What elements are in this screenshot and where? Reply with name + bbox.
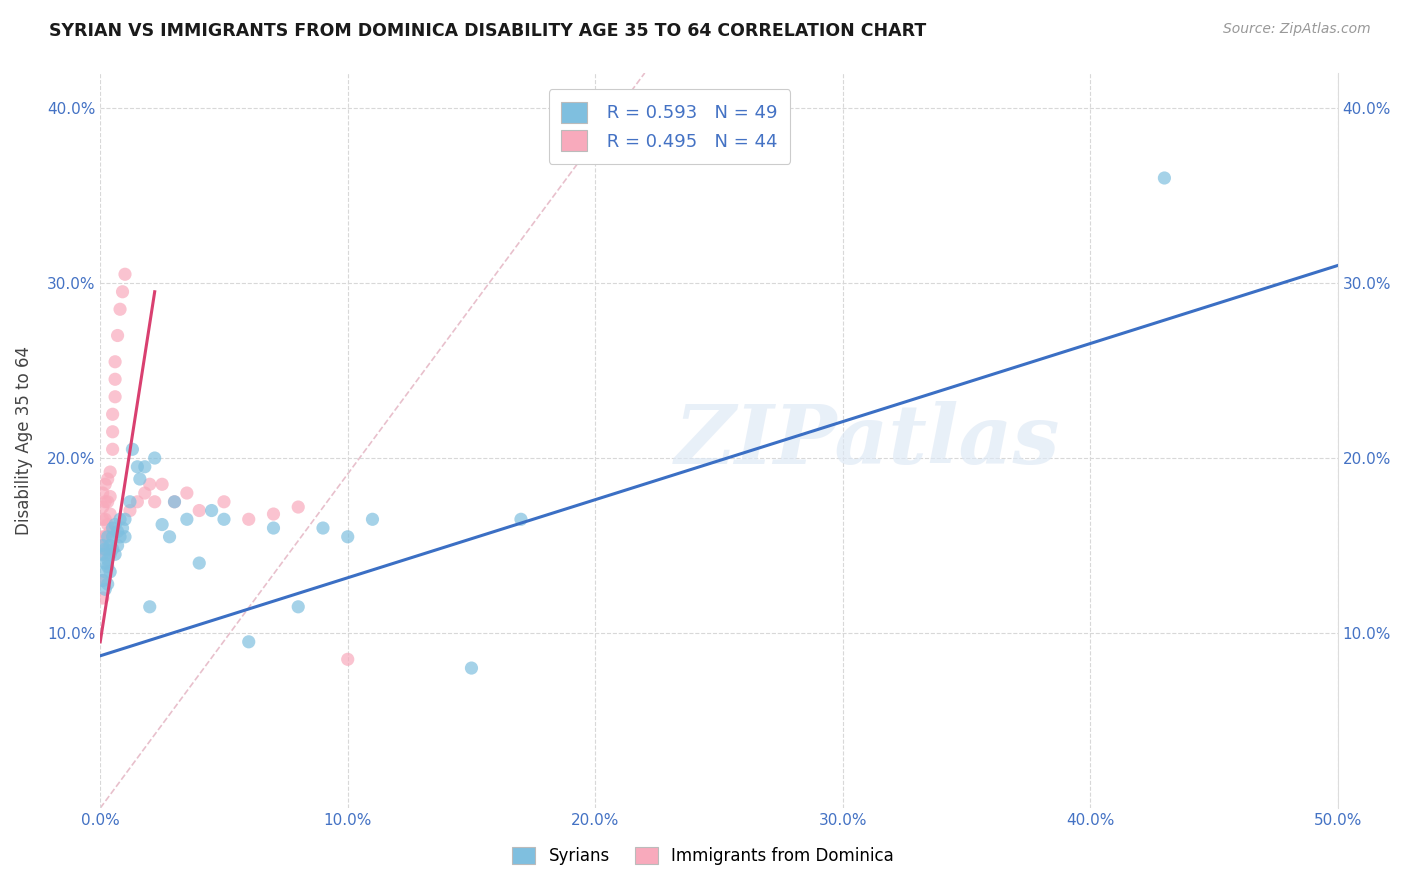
Point [111,521,134,535]
Point [460,661,482,675]
Point [107,524,129,539]
Point [127,495,149,509]
Point [263,521,285,535]
Point [94,565,117,579]
Point [91,500,114,514]
Point [107,328,129,343]
Point [98,539,121,553]
Point [94,547,117,561]
Point [104,517,127,532]
Point [510,512,533,526]
Point [94,542,117,557]
Point [361,512,384,526]
Point [101,425,124,439]
Point [128,472,150,486]
Point [91,539,114,553]
Point [150,517,173,532]
Point [312,521,335,535]
Point [238,635,260,649]
Point [101,521,124,535]
Legend: Syrians, Immigrants from Dominica: Syrians, Immigrants from Dominica [502,837,904,875]
Text: Source: ZipAtlas.com: Source: ZipAtlas.com [1223,22,1371,37]
Point [118,495,141,509]
Point [94,512,117,526]
Point [188,556,211,570]
Point [97,495,120,509]
Point [101,442,124,457]
Point [176,486,198,500]
Point [163,495,186,509]
Point [287,599,309,614]
Point [287,500,309,514]
Point [97,552,120,566]
Point [101,542,124,557]
Point [108,512,131,526]
Point [143,450,166,465]
Text: SYRIAN VS IMMIGRANTS FROM DOMINICA DISABILITY AGE 35 TO 64 CORRELATION CHART: SYRIAN VS IMMIGRANTS FROM DOMINICA DISAB… [49,22,927,40]
Point [143,495,166,509]
Point [97,542,120,557]
Point [104,390,127,404]
Point [94,530,117,544]
Point [98,524,121,539]
Point [263,507,285,521]
Point [127,459,149,474]
Point [176,512,198,526]
Point [98,490,121,504]
Point [114,530,136,544]
Point [121,442,143,457]
Point [91,574,114,588]
Point [91,547,114,561]
Point [104,372,127,386]
Point [163,495,186,509]
Point [97,517,120,532]
Point [101,407,124,421]
Point [108,302,131,317]
Point [134,486,156,500]
Text: ZIPatlas: ZIPatlas [675,401,1060,481]
Point [134,459,156,474]
Y-axis label: Disability Age 35 to 64: Disability Age 35 to 64 [15,346,32,535]
Point [336,652,359,666]
Point [97,577,120,591]
Point [94,495,117,509]
Point [94,477,117,491]
Point [238,512,260,526]
Point [98,547,121,561]
Point [94,556,117,570]
Point [98,507,121,521]
Point [97,530,120,544]
Point [104,547,127,561]
Point [139,599,162,614]
Point [104,355,127,369]
Point [91,574,114,588]
Point [91,512,114,526]
Point [212,512,235,526]
Point [111,285,134,299]
Point [98,465,121,479]
Point [94,582,117,597]
Point [336,530,359,544]
Legend:  R = 0.593   N = 49,  R = 0.495   N = 44: R = 0.593 N = 49, R = 0.495 N = 44 [548,89,790,163]
Point [212,495,235,509]
Point [97,559,120,574]
Point [108,530,131,544]
Point [118,503,141,517]
Point [107,539,129,553]
Point [114,267,136,281]
Point [150,477,173,491]
Point [159,530,181,544]
Point [188,503,211,517]
Point [101,530,124,544]
Point [114,512,136,526]
Point [97,472,120,486]
Point [91,542,114,557]
Point [98,565,121,579]
Point [139,477,162,491]
Point [91,486,114,500]
Point [1153,171,1175,186]
Point [91,530,114,544]
Point [91,591,114,605]
Point [201,503,224,517]
